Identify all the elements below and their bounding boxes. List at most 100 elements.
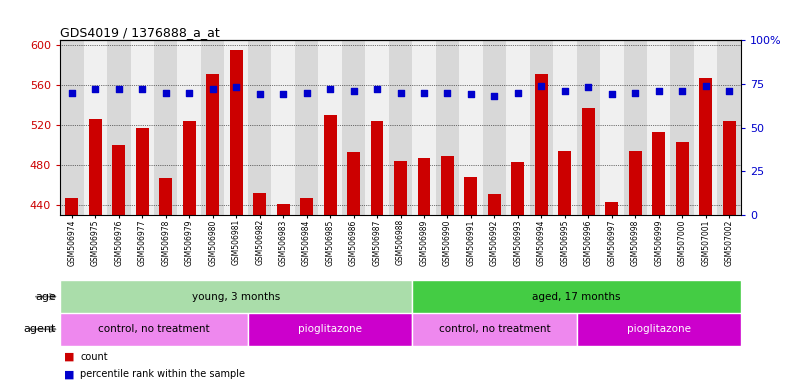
Bar (529, 40, 553, 215)
Bar (676, 142, 689, 215)
Point (347, 88, 360, 94)
Bar (577, 313, 741, 346)
Text: young, 3 months: young, 3 months (192, 291, 280, 302)
Bar (723, 121, 735, 215)
Point (324, 86, 336, 92)
Point (582, 84, 594, 91)
Bar (131, 40, 154, 215)
Text: pioglitazone: pioglitazone (626, 324, 690, 334)
Point (276, 91, 289, 98)
Point (394, 90, 407, 96)
Point (465, 91, 477, 98)
Bar (365, 40, 388, 215)
Point (89, 86, 102, 92)
Bar (465, 177, 477, 215)
Point (535, 83, 548, 89)
Bar (652, 132, 665, 215)
Bar (248, 313, 413, 346)
Point (699, 83, 712, 89)
Text: percentile rank within the sample: percentile rank within the sample (80, 369, 245, 379)
Point (230, 84, 243, 91)
Point (112, 86, 125, 92)
Bar (629, 151, 642, 215)
Point (606, 91, 618, 98)
Bar (718, 40, 741, 215)
Bar (600, 40, 623, 215)
Bar (300, 198, 313, 215)
Bar (60, 40, 83, 215)
Point (652, 88, 665, 94)
Bar (699, 78, 712, 215)
Bar (206, 74, 219, 215)
Bar (388, 40, 413, 215)
Text: ■: ■ (64, 352, 74, 362)
Point (371, 86, 384, 92)
Bar (60, 313, 248, 346)
Bar (178, 40, 201, 215)
Point (207, 86, 219, 92)
Bar (201, 40, 224, 215)
Bar (224, 40, 248, 215)
Bar (582, 108, 595, 215)
Bar (623, 40, 647, 215)
Point (159, 90, 172, 96)
Bar (413, 313, 577, 346)
Bar (272, 40, 295, 215)
Bar (324, 115, 336, 215)
Bar (136, 128, 149, 215)
Bar (347, 152, 360, 215)
Text: ■: ■ (64, 369, 74, 379)
Bar (436, 40, 459, 215)
Bar (694, 40, 718, 215)
Bar (295, 40, 318, 215)
Text: control, no treatment: control, no treatment (99, 324, 210, 334)
Point (300, 90, 313, 96)
Bar (253, 193, 266, 215)
Bar (670, 40, 694, 215)
Bar (154, 40, 178, 215)
Point (558, 88, 571, 94)
Bar (276, 204, 290, 215)
Bar (248, 40, 272, 215)
Bar (413, 280, 741, 313)
Bar (553, 40, 577, 215)
Point (417, 90, 430, 96)
Text: agent: agent (24, 324, 56, 334)
Bar (230, 50, 243, 215)
Bar (371, 121, 384, 215)
Bar (577, 40, 600, 215)
Point (629, 90, 642, 96)
Bar (183, 121, 195, 215)
Bar (83, 40, 107, 215)
Point (253, 91, 266, 98)
Bar (488, 194, 501, 215)
Bar (413, 40, 436, 215)
Point (488, 93, 501, 99)
Text: pioglitazone: pioglitazone (298, 324, 362, 334)
Bar (342, 40, 365, 215)
Point (441, 90, 454, 96)
Bar (112, 145, 125, 215)
Bar (558, 151, 571, 215)
Point (136, 86, 149, 92)
Bar (459, 40, 483, 215)
Text: control, no treatment: control, no treatment (439, 324, 550, 334)
Bar (89, 119, 102, 215)
Bar (66, 198, 78, 215)
Bar (483, 40, 506, 215)
Bar (107, 40, 131, 215)
Bar (647, 40, 670, 215)
Bar (60, 280, 413, 313)
Bar (535, 74, 548, 215)
Bar (318, 40, 342, 215)
Point (66, 90, 78, 96)
Bar (417, 158, 430, 215)
Text: aged, 17 months: aged, 17 months (533, 291, 621, 302)
Point (512, 90, 525, 96)
Bar (511, 162, 525, 215)
Bar (441, 156, 454, 215)
Bar (159, 178, 172, 215)
Bar (606, 202, 618, 215)
Point (723, 88, 735, 94)
Point (676, 88, 689, 94)
